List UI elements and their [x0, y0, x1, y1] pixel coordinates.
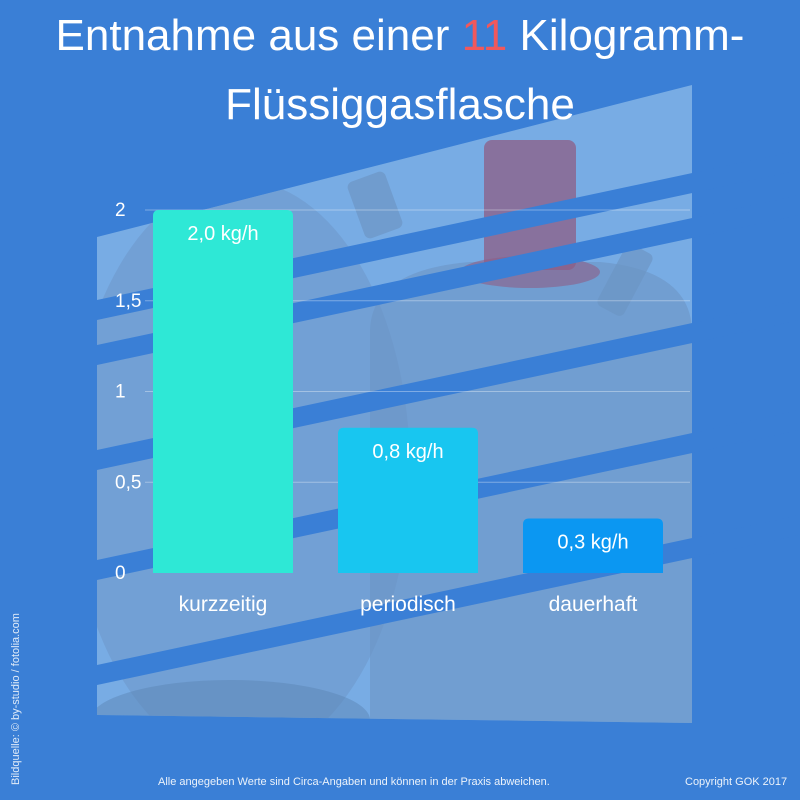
title-highlight: 11	[461, 11, 508, 60]
disclaimer-note: Alle angegeben Werte sind Circa-Angaben …	[158, 776, 550, 788]
x-category-label: kurzzeitig	[179, 593, 268, 616]
chart-title-line2: Flüssiggasflasche	[225, 80, 575, 129]
copyright-text: Copyright GOK 2017	[685, 776, 788, 788]
data-label: 2,0 kg/h	[187, 223, 258, 245]
data-label: 0,3 kg/h	[557, 532, 628, 554]
y-tick-label: 1	[115, 382, 126, 403]
y-tick-label: 0,5	[115, 472, 141, 493]
bar-periodisch	[338, 427, 478, 573]
title-prefix: Entnahme aus einer	[55, 11, 462, 60]
bar-kurzzeitig	[153, 210, 293, 573]
bar-dauerhaft	[523, 518, 663, 573]
y-tick-label: 0	[115, 563, 126, 584]
data-label: 0,8 kg/h	[372, 441, 443, 463]
x-category-label: dauerhaft	[549, 593, 638, 616]
y-tick-label: 2	[115, 200, 126, 221]
image-credit: Bildquelle: © by-studio / fotolia.com	[10, 613, 22, 785]
x-category-label: periodisch	[360, 593, 456, 616]
title-suffix: Kilogramm-	[507, 11, 745, 60]
y-tick-label: 1,5	[115, 291, 141, 312]
chart-title-line1: Entnahme aus einer 11 Kilogramm-	[0, 14, 800, 58]
